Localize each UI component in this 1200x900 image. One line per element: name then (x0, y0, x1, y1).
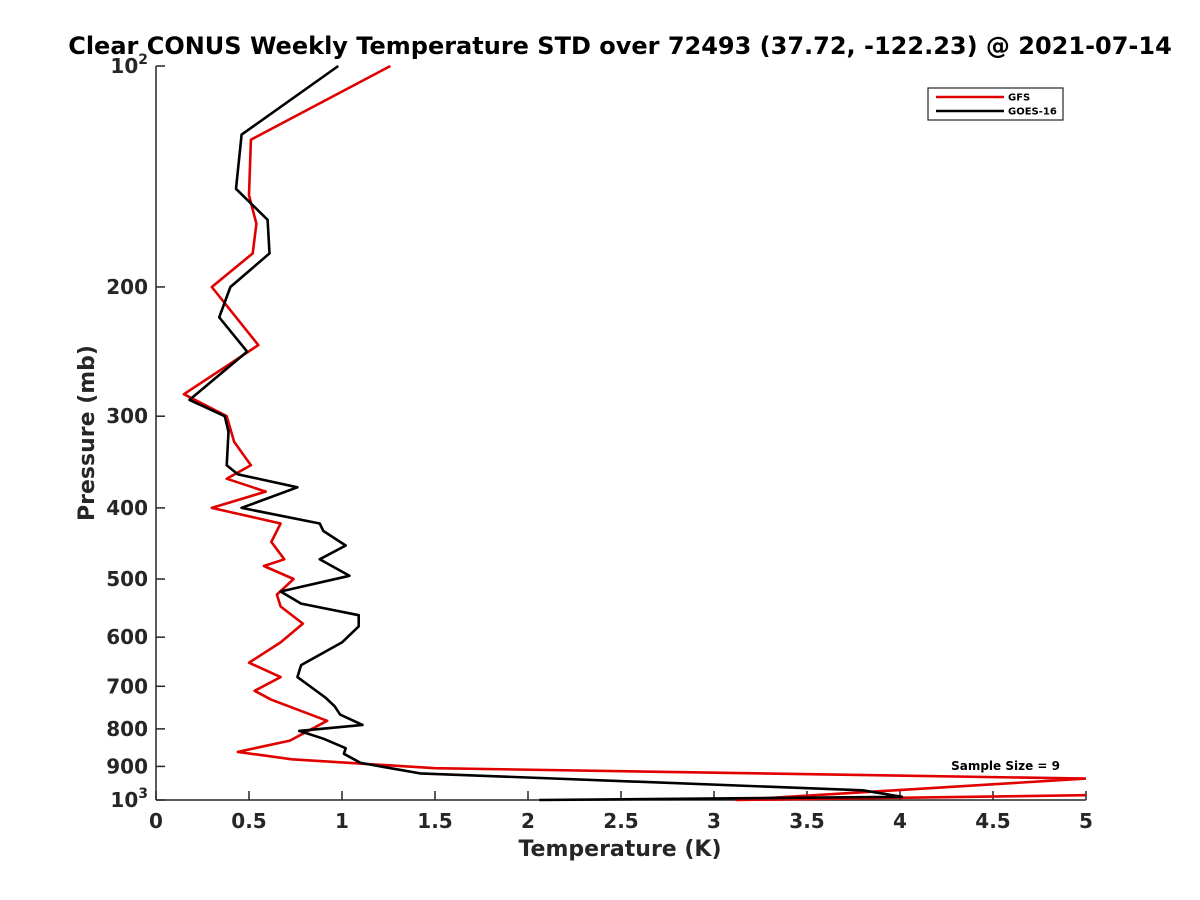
x-tick-label: 0 (149, 809, 163, 833)
y-tick-label: 400 (106, 496, 148, 520)
plot-axes: 0 0.5 1 1.5 2 2.5 3 3.5 4 4.5 5 102 200 300 400 500 600 7… (106, 52, 1093, 833)
y-tick-label: 103 (110, 786, 148, 812)
x-tick-label: 4.5 (975, 809, 1010, 833)
y-tick-label: 700 (106, 674, 148, 698)
y-tick-label: 300 (106, 404, 148, 428)
chart-title: Clear CONUS Weekly Temperature STD over … (68, 32, 1172, 60)
sample-size-annotation: Sample Size = 9 (951, 759, 1060, 773)
legend-label: GOES-16 (1008, 107, 1057, 118)
y-axis-label: Pressure (mb) (75, 345, 100, 521)
y-tick-label: 900 (106, 754, 148, 778)
y-tick-label: 500 (106, 567, 148, 591)
x-tick-label: 1 (335, 809, 349, 833)
x-tick-label: 2 (521, 809, 535, 833)
y-tick-label: 800 (106, 717, 148, 741)
x-tick-label: 1.5 (417, 809, 452, 833)
series-line-goes-16 (188, 64, 904, 802)
y-tick-label: 200 (106, 275, 148, 299)
legend: GFS GOES-16 (927, 87, 1064, 121)
y-tick-label: 600 (106, 625, 148, 649)
x-tick-label: 2.5 (603, 809, 638, 833)
legend-box (927, 87, 1064, 121)
x-tick-label: 3.5 (789, 809, 824, 833)
x-tick-label: 0.5 (231, 809, 266, 833)
y-tick-label: 102 (110, 52, 148, 78)
series-layer (182, 64, 1086, 802)
legend-label: GFS (1008, 93, 1030, 104)
x-tick-label: 3 (707, 809, 721, 833)
series-line-gfs (182, 64, 1086, 802)
x-tick-label: 4 (893, 809, 907, 833)
x-tick-label: 5 (1079, 809, 1093, 833)
x-axis-label: Temperature (K) (518, 837, 721, 862)
